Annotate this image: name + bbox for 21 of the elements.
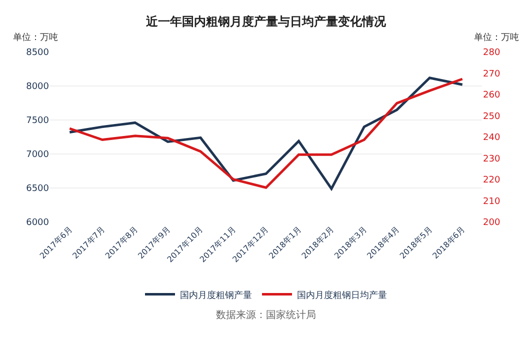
y2-tick-label: 210 [483,196,500,207]
y-tick-label: 8000 [26,82,50,92]
y-tick-label: 7500 [26,116,50,126]
y-tick-label: 6500 [26,184,50,194]
y2-axis-title: 单位：万吨 [474,32,519,43]
source-note: 数据来源：国家统计局 [216,309,316,321]
y-axis-title: 单位：万吨 [13,32,58,43]
y2-tick-label: 220 [483,176,500,186]
y2-tick-label: 240 [483,133,500,144]
y2-tick-label: 230 [483,154,500,164]
legend-label: 国内月度粗钢产量 [180,290,252,301]
chart-title: 近一年国内粗钢月度产量与日均产量变化情况 [145,14,387,28]
y2-tick-label: 260 [483,90,500,101]
y-tick-label: 6000 [26,218,50,228]
y-tick-label: 7000 [26,150,50,160]
legend-label: 国内月度粗钢日均产量 [297,290,387,301]
y2-tick-label: 270 [483,69,500,80]
y2-tick-label: 250 [483,112,500,122]
y2-tick-label: 200 [483,218,500,228]
y2-tick-label: 280 [483,48,500,58]
y-tick-label: 8500 [26,48,50,58]
